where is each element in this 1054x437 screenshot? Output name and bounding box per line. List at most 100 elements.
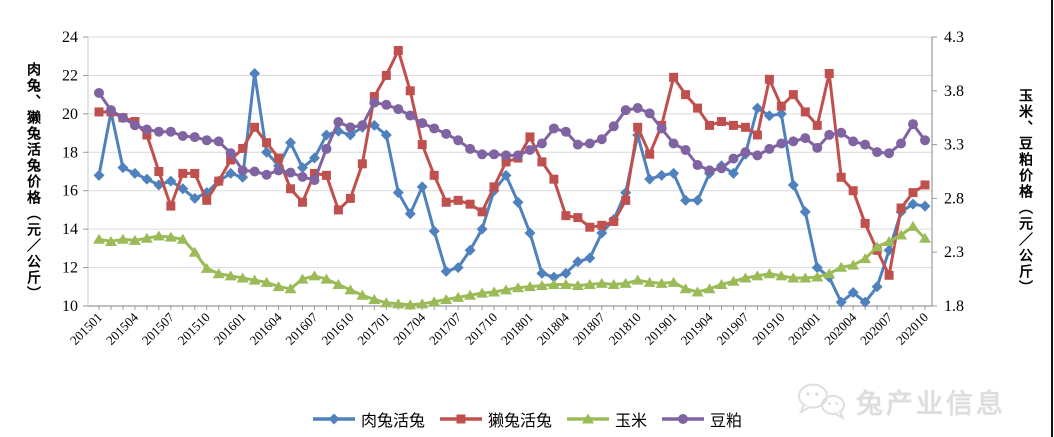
legend-item-soybean-meal: 豆粕 bbox=[661, 407, 742, 431]
watermark: 兔产业信息 bbox=[796, 381, 1006, 421]
data-point-corn bbox=[464, 289, 477, 300]
x-axis-tick-label: 201604 bbox=[247, 309, 286, 348]
data-point-corn bbox=[583, 278, 596, 289]
x-axis-tick-label: 201707 bbox=[426, 309, 465, 348]
data-point-rex-rabbit bbox=[142, 130, 152, 140]
left-axis-tick-label: 10 bbox=[62, 298, 78, 315]
x-axis-tick-label: 201901 bbox=[642, 310, 680, 348]
data-point-soybean-meal bbox=[453, 135, 464, 146]
data-point-meat-rabbit bbox=[500, 169, 512, 181]
x-axis-tick-label: 201607 bbox=[282, 309, 321, 348]
data-point-soybean-meal bbox=[908, 119, 919, 130]
data-point-meat-rabbit bbox=[835, 296, 847, 308]
data-point-meat-rabbit bbox=[129, 167, 141, 179]
x-axis-tick-label: 201701 bbox=[354, 310, 392, 348]
x-axis-tick-label: 201910 bbox=[749, 310, 787, 348]
data-point-corn bbox=[823, 268, 836, 279]
data-point-soybean-meal bbox=[812, 142, 823, 153]
data-point-rex-rabbit bbox=[345, 193, 355, 203]
x-axis-tick-label: 201907 bbox=[713, 309, 752, 348]
data-point-soybean-meal bbox=[860, 139, 871, 150]
data-point-corn bbox=[380, 297, 393, 308]
data-point-rex-rabbit bbox=[501, 157, 511, 167]
legend-label: 獭兔活兔 bbox=[487, 413, 552, 430]
data-point-soybean-meal bbox=[524, 144, 535, 155]
data-point-rex-rabbit bbox=[716, 117, 726, 127]
data-point-corn bbox=[631, 274, 644, 285]
x-axis-tick-label: 201610 bbox=[318, 310, 356, 348]
data-point-soybean-meal bbox=[345, 122, 356, 133]
data-point-rex-rabbit bbox=[645, 149, 655, 159]
data-point-corn bbox=[320, 273, 333, 284]
data-point-corn bbox=[284, 283, 297, 294]
data-point-soybean-meal bbox=[596, 134, 607, 145]
data-point-soybean-meal bbox=[572, 139, 583, 150]
data-point-rex-rabbit bbox=[202, 195, 212, 205]
data-point-soybean-meal bbox=[896, 138, 907, 149]
data-point-rex-rabbit bbox=[286, 184, 296, 194]
data-point-corn bbox=[212, 268, 225, 279]
data-point-corn bbox=[224, 270, 237, 281]
data-point-corn bbox=[727, 275, 740, 286]
data-point-meat-rabbit bbox=[368, 119, 380, 131]
data-point-meat-rabbit bbox=[177, 183, 189, 195]
data-point-meat-rabbit bbox=[644, 173, 656, 185]
left-axis-tick-label: 14 bbox=[62, 221, 78, 238]
data-point-corn bbox=[763, 268, 776, 279]
data-point-rex-rabbit bbox=[214, 176, 224, 186]
data-point-corn bbox=[715, 278, 728, 289]
data-point-meat-rabbit bbox=[512, 196, 524, 208]
data-point-soybean-meal bbox=[920, 135, 930, 146]
left-axis-tick-label: 22 bbox=[62, 67, 78, 84]
data-point-meat-rabbit bbox=[416, 181, 428, 193]
data-point-soybean-meal bbox=[285, 167, 296, 178]
data-point-soybean-meal bbox=[884, 148, 895, 159]
data-point-corn bbox=[787, 272, 800, 283]
data-point-soybean-meal bbox=[704, 165, 715, 176]
x-axis-tick-label: 201510 bbox=[175, 310, 213, 348]
data-point-meat-rabbit bbox=[308, 152, 320, 164]
data-point-meat-rabbit bbox=[320, 129, 332, 141]
data-point-corn bbox=[296, 273, 309, 284]
left-axis-tick-label: 18 bbox=[62, 144, 78, 161]
x-axis-tick-label: 201801 bbox=[498, 310, 536, 348]
data-point-rex-rabbit bbox=[154, 167, 164, 176]
data-point-soybean-meal bbox=[465, 143, 476, 154]
data-point-rex-rabbit bbox=[728, 120, 738, 130]
data-point-corn bbox=[248, 274, 261, 285]
data-point-rex-rabbit bbox=[369, 92, 379, 102]
data-point-soybean-meal bbox=[632, 103, 643, 114]
left-axis-tick-label: 24 bbox=[62, 29, 78, 46]
data-point-corn bbox=[356, 289, 369, 300]
data-point-soybean-meal bbox=[189, 132, 200, 143]
data-point-soybean-meal bbox=[261, 169, 272, 180]
series-soybean-meal bbox=[94, 87, 930, 186]
data-point-corn bbox=[835, 261, 848, 272]
data-point-corn bbox=[739, 272, 752, 283]
data-point-corn bbox=[488, 286, 501, 297]
data-point-soybean-meal bbox=[728, 153, 739, 164]
data-point-rex-rabbit bbox=[489, 182, 499, 192]
data-point-corn bbox=[871, 241, 884, 252]
data-point-soybean-meal bbox=[872, 147, 883, 158]
data-point-meat-rabbit bbox=[440, 265, 452, 277]
data-point-soybean-meal bbox=[225, 148, 236, 159]
data-point-soybean-meal bbox=[393, 104, 404, 115]
data-point-soybean-meal bbox=[608, 121, 619, 132]
data-point-rex-rabbit bbox=[824, 69, 834, 79]
data-point-corn bbox=[344, 284, 357, 295]
data-point-corn bbox=[559, 278, 572, 289]
data-point-meat-rabbit bbox=[572, 256, 584, 268]
data-point-meat-rabbit bbox=[871, 281, 883, 293]
data-point-soybean-meal bbox=[357, 120, 368, 131]
data-point-soybean-meal bbox=[692, 160, 703, 171]
data-point-corn bbox=[476, 287, 489, 298]
data-point-meat-rabbit bbox=[189, 192, 201, 204]
data-point-corn bbox=[368, 294, 381, 305]
data-point-corn bbox=[272, 281, 285, 292]
data-point-corn bbox=[176, 233, 189, 244]
data-point-rex-rabbit bbox=[848, 186, 858, 196]
data-point-corn bbox=[811, 271, 824, 282]
data-point-meat-rabbit bbox=[596, 227, 608, 239]
right-axis-tick-label: 2.8 bbox=[944, 190, 964, 207]
